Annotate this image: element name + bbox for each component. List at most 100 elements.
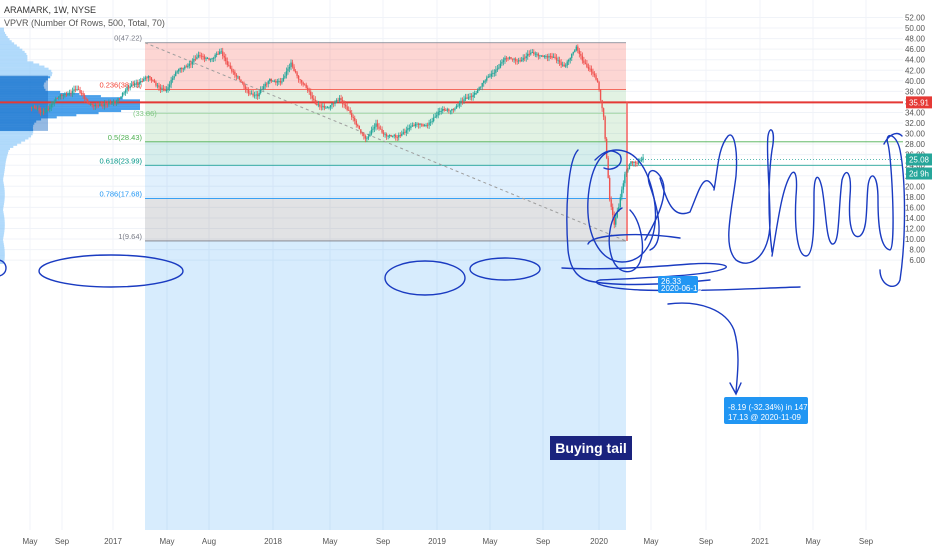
volume-profile-bar: [0, 90, 61, 94]
volume-profile-bar: [0, 219, 5, 222]
candle-body: [426, 125, 429, 126]
hand-drawn-ellipse[interactable]: [384, 260, 466, 296]
candle-body: [382, 132, 385, 135]
candle-body: [502, 60, 505, 63]
hand-drawn-curve[interactable]: [566, 149, 711, 286]
hand-drawn-arrowhead[interactable]: [729, 382, 742, 396]
hand-drawn-loop[interactable]: [594, 150, 622, 170]
candle-body: [55, 98, 57, 102]
candle-body: [563, 64, 565, 67]
fib-level-label: 0.618(23.99): [99, 156, 142, 165]
candle-body: [279, 81, 282, 83]
candle-body: [308, 90, 310, 92]
candle-body: [149, 76, 151, 78]
candle-body: [59, 94, 62, 97]
candle-body: [476, 89, 479, 93]
candle-body: [238, 76, 241, 80]
volume-profile-bar: [0, 149, 9, 153]
candle-body: [191, 61, 194, 65]
candle-body: [519, 60, 521, 62]
candle-body: [234, 71, 236, 75]
fib-trend-line: [144, 42, 627, 242]
candle-body: [435, 115, 438, 117]
volume-profile-bar: [0, 95, 101, 98]
x-axis-tick-label: Sep: [859, 537, 874, 546]
hand-drawn-arrow[interactable]: [667, 302, 739, 393]
volume-profile-bar: [0, 206, 4, 210]
hand-drawn-ellipse[interactable]: [469, 257, 541, 281]
candle-body: [108, 102, 110, 105]
volume-profile-bar: [0, 255, 5, 258]
candle-body: [190, 63, 192, 65]
candle-body: [349, 110, 351, 114]
candle-body: [446, 109, 449, 111]
candle-body: [209, 58, 212, 60]
candle-body: [68, 92, 71, 95]
horizontal-line-price-tag-text: 35.91: [909, 98, 930, 107]
volume-profile-bar: [0, 196, 5, 199]
hand-drawn-wave[interactable]: [713, 129, 775, 264]
y-axis-tick-label: 46.00: [905, 45, 926, 54]
candle-body: [220, 51, 222, 53]
hand-drawn-loop[interactable]: [608, 207, 644, 273]
candle-body: [38, 108, 40, 111]
y-axis-tick-label: 44.00: [905, 56, 926, 65]
candle-body: [551, 56, 553, 58]
candle-body: [534, 53, 537, 55]
y-axis-tick-label: 24.00: [905, 161, 926, 170]
volume-profile-bar: [0, 202, 5, 205]
candle-body: [473, 93, 476, 95]
candle-body: [199, 55, 201, 56]
indicator-label[interactable]: VPVR (Number Of Rows, 500, Total, 70): [4, 18, 165, 28]
volume-profile-bar: [0, 211, 4, 214]
hand-drawn-wave[interactable]: [771, 135, 906, 288]
fibonacci-retracement[interactable]: 0(47.22) 0.236(38.35) 0.5(28.43) 0.618(23.9…: [0, 34, 903, 530]
hand-drawn-ellipse[interactable]: [38, 254, 184, 288]
candle-body: [334, 101, 336, 104]
hand-drawn-ellipse[interactable]: [0, 259, 7, 277]
candle-body: [77, 89, 80, 91]
candle-body: [185, 66, 188, 68]
x-axis-tick-label: Sep: [376, 537, 391, 546]
volume-profile-bar: [0, 107, 140, 110]
candle-body: [437, 111, 439, 116]
candle-body: [305, 84, 307, 88]
volume-profile-bar: [0, 162, 6, 165]
candle-body: [30, 107, 33, 108]
volume-profile-bar: [0, 78, 48, 81]
candle-body: [71, 91, 74, 94]
candle-body: [138, 82, 140, 85]
candle-body: [475, 92, 477, 94]
date-marker-bg: [658, 276, 698, 293]
volume-profile-bar: [0, 249, 5, 252]
candle-body: [144, 77, 147, 79]
volume-profile-bar: [0, 225, 5, 229]
hand-drawn-curve[interactable]: [883, 132, 903, 145]
candle-body: [226, 61, 228, 65]
volume-profile-bar: [0, 181, 4, 184]
candle-body: [598, 81, 600, 90]
candle-body: [548, 56, 550, 58]
candle-body: [608, 177, 611, 200]
hand-drawn-curve[interactable]: [587, 233, 681, 245]
candle-body: [326, 107, 329, 109]
candle-body: [384, 134, 386, 136]
candle-body: [217, 53, 219, 55]
y-axis-tick-label: 52.00: [905, 14, 926, 23]
candle-body: [640, 159, 643, 161]
candle-body: [73, 89, 75, 92]
volume-profile-bar: [0, 168, 5, 172]
candle-body: [449, 110, 452, 112]
candle-body: [112, 101, 115, 104]
volume-profile-bar: [0, 128, 34, 132]
candle-body: [272, 80, 274, 82]
candle-body: [583, 60, 585, 63]
volume-profile-bar: [0, 130, 34, 134]
hand-drawn-curve[interactable]: [644, 169, 665, 251]
hand-drawn-wave[interactable]: [659, 177, 715, 215]
candle-body: [162, 88, 165, 90]
candle-body: [79, 90, 81, 93]
candle-body: [222, 51, 224, 56]
candle-body: [398, 135, 400, 138]
